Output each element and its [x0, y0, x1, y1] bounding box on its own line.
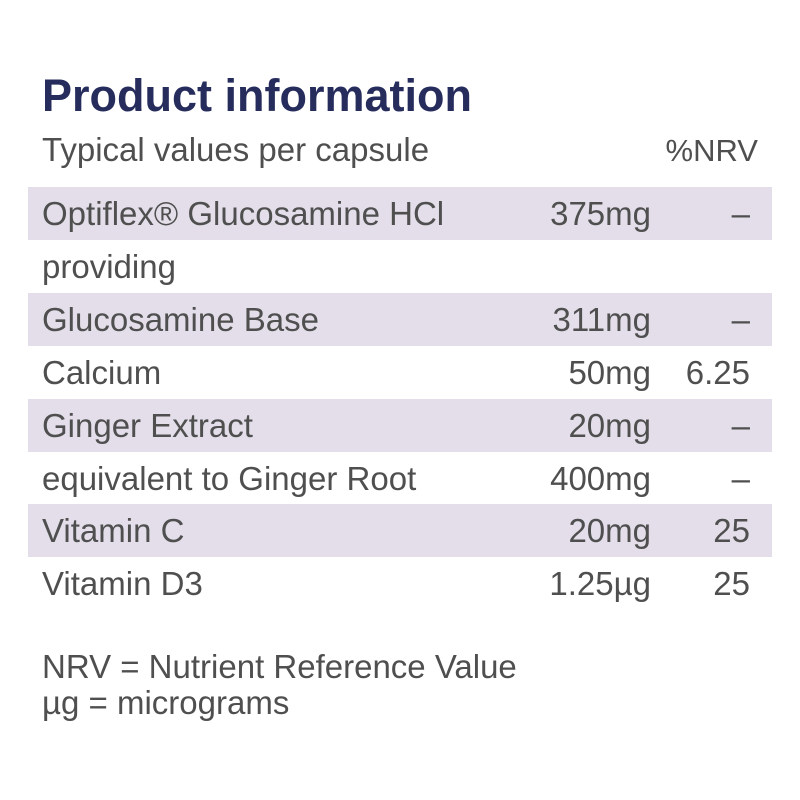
cell-name: Vitamin D3 [42, 565, 203, 603]
table-row: Optiflex® Glucosamine HCl 375mg – [28, 187, 772, 240]
cell-name: Vitamin C [42, 512, 185, 550]
table-row: Ginger Extract 20mg – [28, 398, 772, 452]
cell-name: Optiflex® Glucosamine HCl [42, 195, 445, 232]
cell-nrv: 25 [713, 565, 750, 603]
table-row: Glucosamine Base 311mg – [28, 292, 772, 346]
nrv-heading: %NRV [665, 133, 758, 168]
table-row: Vitamin D3 1.25µg 25 [28, 557, 772, 610]
footnote: NRV = Nutrient Reference Value [42, 648, 517, 685]
cell-amount: 375mg [550, 195, 651, 232]
title: Product information [42, 70, 472, 121]
cell-amount: 400mg [550, 459, 651, 497]
table-row: equivalent to Ginger Root 400mg – [28, 452, 772, 505]
cell-amount: 20mg [568, 512, 651, 550]
cell-name: Glucosamine Base [42, 300, 319, 338]
cell-nrv: – [731, 406, 750, 444]
cell-name: Ginger Extract [42, 406, 253, 444]
cell-name: providing [42, 247, 176, 285]
footnote: µg = micrograms [42, 684, 290, 721]
subtitle: Typical values per capsule [42, 131, 430, 168]
table-row: providing [28, 240, 772, 293]
table-row: Vitamin C 20mg 25 [28, 504, 772, 558]
cell-nrv: – [731, 300, 750, 338]
cell-amount: 1.25µg [549, 565, 651, 603]
table-row: Calcium 50mg 6.25 [28, 346, 772, 399]
cell-nrv: – [731, 195, 750, 232]
cell-amount: 20mg [568, 406, 651, 444]
cell-name: equivalent to Ginger Root [42, 459, 417, 497]
cell-amount: 50mg [568, 353, 651, 391]
cell-name: Calcium [42, 353, 162, 391]
cell-nrv: – [731, 459, 750, 497]
cell-nrv: 25 [713, 512, 750, 550]
cell-nrv: 6.25 [685, 353, 750, 391]
cell-amount: 311mg [552, 300, 651, 338]
